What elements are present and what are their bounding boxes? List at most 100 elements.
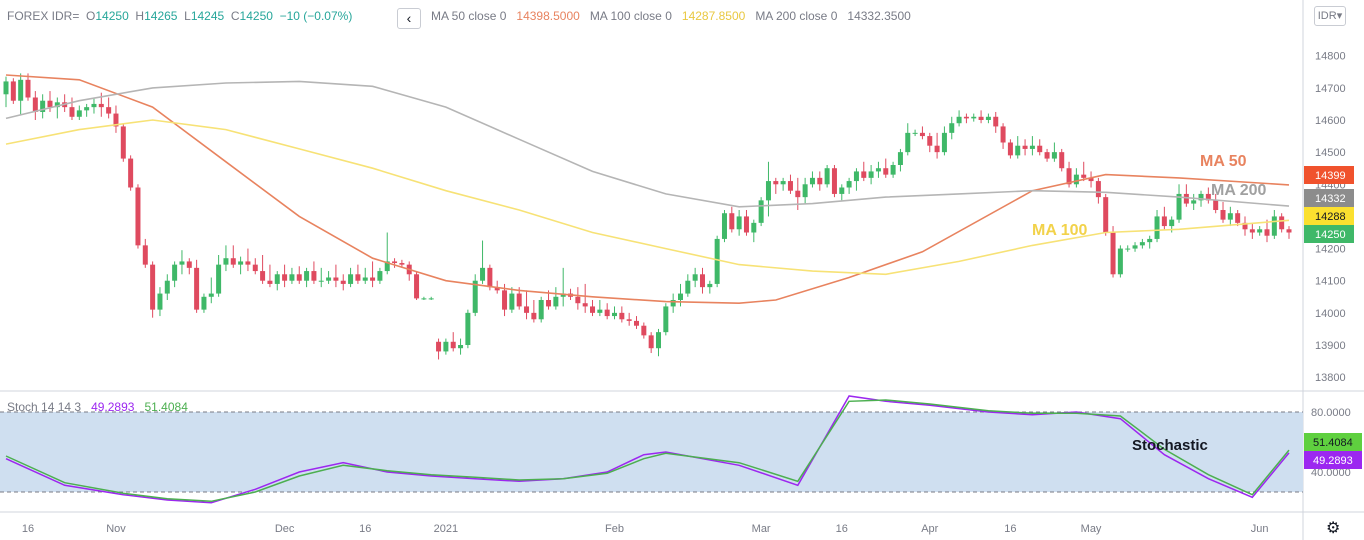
candle	[1000, 123, 1006, 149]
candle-body	[1191, 200, 1197, 204]
candle-body	[875, 168, 881, 172]
ma50-label: MA 50 close 0	[431, 9, 507, 23]
candle-body	[553, 296, 559, 307]
chevron-left-icon: ‹	[406, 10, 412, 26]
candle	[912, 129, 918, 137]
candle	[949, 116, 955, 140]
candle-body	[472, 280, 478, 313]
ma100-label: MA 100 close 0	[589, 9, 672, 23]
candle	[707, 280, 713, 294]
currency-button[interactable]: IDR▾	[1314, 6, 1346, 26]
stoch-tick-label: 80.0000	[1311, 407, 1351, 419]
candle-body	[399, 263, 405, 265]
candle	[641, 322, 647, 339]
stoch-k-badge	[1304, 451, 1362, 469]
candle	[1227, 206, 1233, 227]
candle	[436, 338, 442, 360]
candle-body	[164, 280, 170, 294]
ma200-price-badge	[1304, 189, 1354, 207]
candle	[736, 210, 742, 236]
candle	[465, 309, 471, 349]
candle	[883, 158, 889, 178]
candle-body	[1257, 229, 1263, 233]
collapse-legend-button[interactable]: ‹	[397, 8, 421, 29]
candle-body	[1213, 200, 1219, 210]
close-value: 14250	[239, 9, 273, 23]
candle	[3, 76, 9, 108]
candle-body	[765, 181, 771, 201]
candle-body	[1125, 248, 1131, 250]
ma50-price-badge-text: 14399	[1315, 170, 1346, 182]
candle-body	[883, 168, 889, 175]
candle-body	[634, 320, 640, 326]
candle-body	[304, 271, 310, 281]
candle-body	[641, 325, 647, 336]
candle	[113, 105, 119, 133]
candle-body	[1242, 222, 1248, 230]
candle	[875, 161, 881, 178]
candle-body	[978, 116, 984, 120]
candle-body	[18, 79, 24, 101]
candle	[1279, 213, 1285, 233]
candle	[10, 78, 16, 104]
candle-body	[318, 280, 324, 282]
candle-body	[590, 306, 596, 313]
low-value: 14245	[190, 9, 225, 23]
candle-body	[223, 258, 229, 265]
candle-body	[1022, 145, 1028, 149]
time-tick-label: Feb	[605, 523, 624, 535]
stoch-tick-label: 40.0000	[1311, 467, 1351, 479]
candle	[699, 267, 705, 294]
candle-body	[3, 81, 9, 95]
candle	[84, 103, 90, 117]
candle	[274, 271, 280, 291]
candle-body	[245, 261, 251, 265]
candle-body	[10, 81, 16, 101]
candle-body	[817, 177, 823, 185]
candle	[626, 312, 632, 326]
candle	[714, 235, 720, 288]
candle	[634, 316, 640, 329]
candle	[575, 287, 581, 310]
price-tick-label: 14700	[1315, 83, 1346, 95]
candle-body	[729, 213, 735, 230]
gear-icon[interactable]: ⚙	[1326, 520, 1341, 537]
candle	[971, 113, 977, 122]
candle-body	[927, 136, 933, 146]
candle	[135, 184, 141, 249]
candle	[1059, 148, 1065, 172]
candle-body	[853, 171, 859, 182]
symbol-label: FOREX IDR=	[7, 9, 80, 23]
time-tick-label: Nov	[106, 523, 126, 535]
candle	[32, 91, 38, 120]
candle	[905, 123, 911, 156]
candle-body	[157, 293, 163, 310]
candle-body	[502, 290, 508, 310]
candle	[1051, 142, 1057, 162]
candle	[472, 274, 478, 317]
candle	[1117, 245, 1123, 278]
candle	[40, 94, 46, 119]
candle	[208, 277, 214, 304]
candle-body	[1169, 219, 1175, 227]
candle-body	[98, 103, 104, 108]
candle-body	[216, 264, 222, 294]
price-tick-label: 14000	[1315, 308, 1346, 320]
candle-body	[333, 277, 339, 281]
stoch-label: Stoch 14 14 3	[7, 400, 82, 414]
change-value: −10 (−0.07%)	[279, 9, 353, 23]
candle-body	[846, 181, 852, 188]
candle-body	[685, 280, 691, 294]
candle-body	[135, 187, 141, 246]
candle-body	[560, 293, 566, 297]
candle-body	[1235, 213, 1241, 223]
candle-body	[120, 126, 126, 159]
candle	[502, 283, 508, 317]
candle-body	[1015, 145, 1021, 156]
candle-body	[260, 271, 266, 281]
candle	[230, 245, 236, 268]
candle	[120, 123, 126, 162]
candle	[252, 258, 258, 275]
candle	[677, 283, 683, 307]
